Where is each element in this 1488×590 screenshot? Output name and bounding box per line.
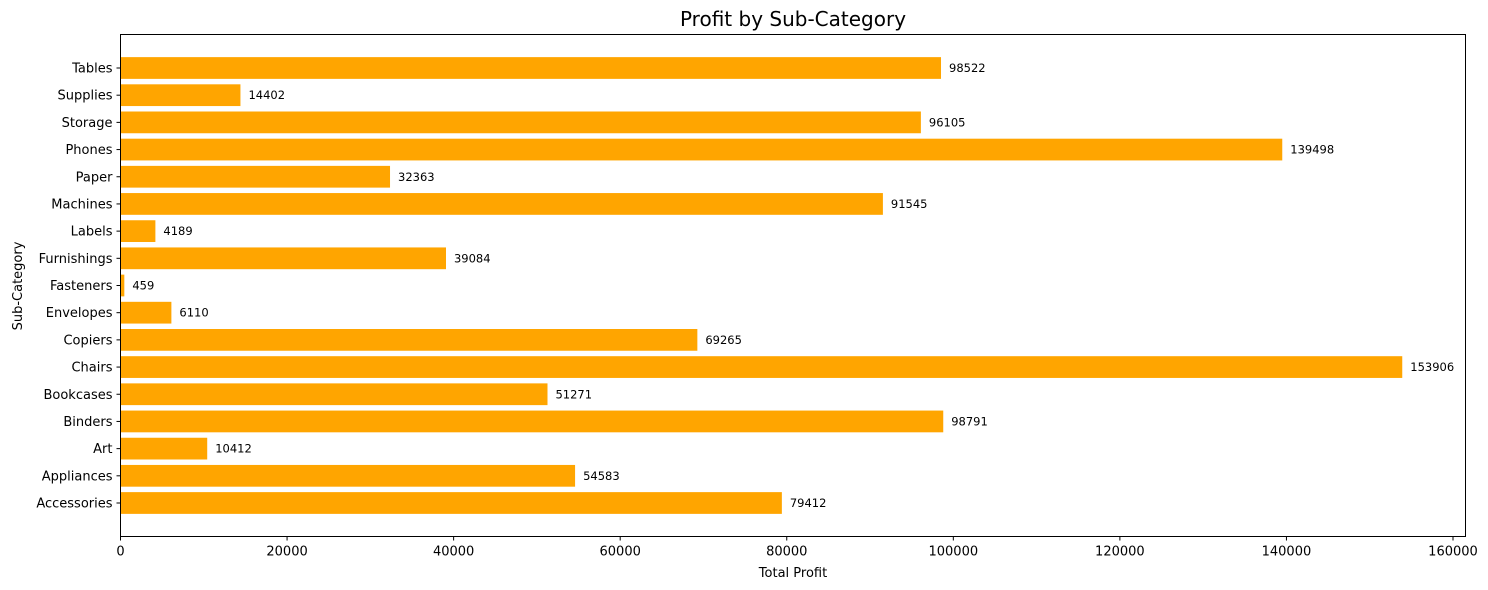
x-tick-label-140000: 140000 <box>1262 545 1312 560</box>
x-tick-label-60000: 60000 <box>600 545 641 560</box>
y-tick-label-supplies: Supplies <box>58 89 113 104</box>
data-label-furnishings: 39084 <box>454 251 491 265</box>
y-tick-label-phones: Phones <box>65 143 112 158</box>
plot-frame <box>120 34 1466 537</box>
bar-bookcases <box>120 383 548 406</box>
bar-storage <box>120 111 921 134</box>
data-label-art: 10412 <box>215 442 252 456</box>
y-tick-label-art: Art <box>93 442 112 457</box>
data-label-machines: 91545 <box>891 197 928 211</box>
x-axis-label: Total Profit <box>758 566 827 581</box>
x-axis-ticks: 0 20000 40000 60000 80000 100000 120000 140000 1… <box>116 536 1478 560</box>
bar-copiers <box>120 329 698 351</box>
x-tick-label-20000: 20000 <box>266 545 307 560</box>
bar-paper <box>120 165 391 188</box>
bars-group <box>120 57 1403 514</box>
data-label-supplies: 14402 <box>248 88 285 102</box>
data-label-envelopes: 6110 <box>179 306 208 320</box>
x-tick-label-100000: 100000 <box>928 545 978 560</box>
chart-title: Profit by Sub-Category <box>680 7 906 31</box>
y-tick-label-labels: Labels <box>71 225 113 240</box>
data-label-bookcases: 51271 <box>555 387 592 401</box>
y-tick-label-storage: Storage <box>62 116 113 131</box>
data-label-labels: 4189 <box>163 224 192 238</box>
bar-chairs <box>120 356 1403 378</box>
bar-appliances <box>120 464 576 487</box>
y-tick-label-fasteners: Fasteners <box>50 279 113 294</box>
data-label-storage: 96105 <box>929 115 966 129</box>
bar-fasteners <box>120 274 125 297</box>
y-axis-label: Sub-Category <box>11 241 26 330</box>
bar-phones <box>120 138 1283 161</box>
y-tick-label-chairs: Chairs <box>71 361 112 376</box>
data-label-chairs: 153906 <box>1410 360 1454 374</box>
bar-envelopes <box>120 301 172 324</box>
data-label-binders: 98791 <box>951 414 988 428</box>
y-tick-label-paper: Paper <box>76 170 113 185</box>
data-label-fasteners: 459 <box>132 279 154 293</box>
x-tick-label-80000: 80000 <box>766 545 807 560</box>
y-tick-label-appliances: Appliances <box>42 469 113 484</box>
bar-machines <box>120 193 883 215</box>
bar-furnishings <box>120 247 446 270</box>
y-tick-label-accessories: Accessories <box>36 497 112 512</box>
x-tick-label-160000: 160000 <box>1428 545 1478 560</box>
data-label-accessories: 79412 <box>790 496 827 510</box>
bar-accessories <box>120 492 782 514</box>
bar-labels <box>120 220 156 242</box>
data-label-tables: 98522 <box>949 61 986 75</box>
bar-binders <box>120 410 944 433</box>
data-label-paper: 32363 <box>398 170 435 184</box>
y-tick-label-machines: Machines <box>51 197 112 212</box>
data-label-phones: 139498 <box>1290 143 1334 157</box>
bar-supplies <box>120 84 241 107</box>
data-label-appliances: 54583 <box>583 469 620 483</box>
y-tick-label-tables: Tables <box>71 62 113 77</box>
data-labels-group: 79412 54583 10412 98791 51271 153906 69265 6110… <box>132 61 1454 510</box>
y-tick-label-copiers: Copiers <box>63 333 112 348</box>
y-tick-label-furnishings: Furnishings <box>39 252 113 267</box>
bar-art <box>120 437 208 460</box>
x-tick-label-40000: 40000 <box>433 545 474 560</box>
x-tick-label-0: 0 <box>116 545 124 560</box>
y-axis-ticks: Accessories Appliances Art Binders Bookcases… <box>36 62 121 512</box>
bar-tables <box>120 57 942 79</box>
y-tick-label-binders: Binders <box>63 415 112 430</box>
y-tick-label-bookcases: Bookcases <box>43 388 112 403</box>
data-label-copiers: 69265 <box>705 333 742 347</box>
y-tick-label-envelopes: Envelopes <box>46 306 113 321</box>
x-tick-label-120000: 120000 <box>1095 545 1145 560</box>
